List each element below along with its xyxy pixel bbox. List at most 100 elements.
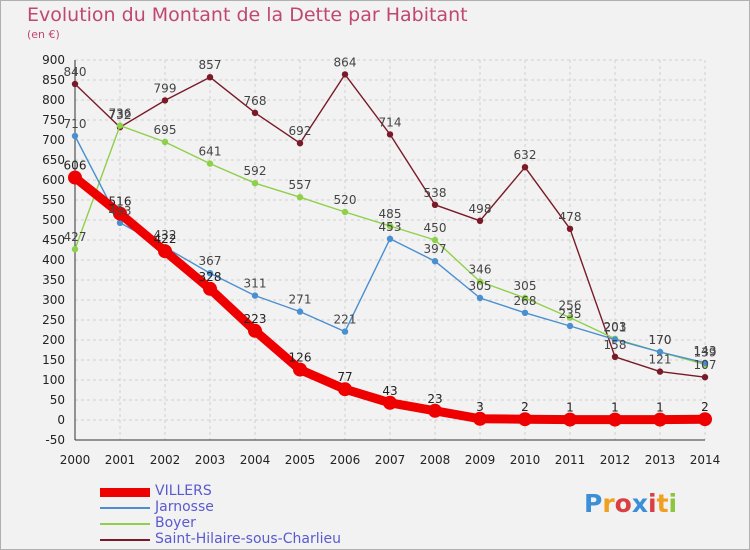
data-label: 107 — [694, 358, 717, 372]
legend-label: Jarnosse — [155, 499, 214, 515]
y-tick-label: 700 — [42, 133, 65, 147]
data-label: 710 — [64, 117, 87, 131]
data-point — [206, 74, 214, 81]
y-tick-label: 750 — [42, 113, 65, 127]
data-point — [206, 270, 214, 277]
series-lines — [68, 71, 712, 427]
chart-title: Evolution du Montant de la Dette par Hab… — [27, 4, 468, 26]
data-label: 139 — [694, 345, 717, 359]
legend-label: VILLERS — [155, 483, 212, 499]
data-point — [656, 368, 664, 375]
legend-swatch — [100, 523, 150, 525]
data-label: 450 — [424, 221, 447, 235]
data-label: 203 — [604, 320, 627, 334]
data-label: 432 — [154, 228, 177, 242]
data-label: 641 — [199, 145, 222, 159]
data-point — [296, 194, 304, 201]
y-tick-label: 850 — [42, 73, 65, 87]
data-label: 268 — [514, 294, 537, 308]
data-label: 328 — [199, 270, 222, 284]
data-label: 714 — [379, 115, 402, 129]
data-label: 857 — [199, 58, 222, 72]
data-point — [518, 412, 532, 427]
data-label: 158 — [604, 338, 627, 352]
data-label: 223 — [244, 312, 267, 326]
data-label: 427 — [64, 230, 87, 244]
data-label: 143 — [694, 344, 717, 358]
data-point — [653, 412, 667, 427]
logo-letter: r — [602, 489, 615, 518]
data-point — [701, 359, 709, 366]
legend-label: Saint-Hilaire-sous-Charlieu — [155, 531, 341, 547]
data-label: 235 — [559, 307, 582, 321]
y-tick-label: 650 — [42, 153, 65, 167]
x-tick-label: 2005 — [285, 453, 316, 467]
data-point — [113, 206, 127, 221]
legend-label: Boyer — [155, 515, 196, 531]
data-point — [71, 246, 79, 253]
data-point — [206, 160, 214, 167]
logo-letter: x — [631, 489, 648, 518]
data-label: 397 — [424, 242, 447, 256]
data-point — [251, 180, 259, 187]
y-tick-label: 450 — [42, 233, 65, 247]
data-point — [656, 348, 664, 356]
data-point — [296, 308, 304, 315]
data-point — [203, 281, 217, 296]
data-label: 305 — [469, 279, 492, 293]
y-tick-label: 500 — [42, 213, 65, 227]
data-label: 485 — [379, 207, 402, 221]
data-point — [341, 328, 349, 335]
data-label: 311 — [244, 277, 267, 291]
data-label: 768 — [244, 94, 267, 108]
data-point — [473, 411, 487, 426]
data-label: 864 — [334, 55, 357, 69]
data-point — [701, 374, 709, 381]
data-point — [296, 140, 304, 147]
data-label: 121 — [649, 353, 672, 367]
data-label: 732 — [109, 108, 132, 122]
data-point — [248, 323, 262, 338]
data-labels: 840 732 799 857 768 692 864 714 538 498 632 478 158 1… — [64, 55, 717, 414]
data-point — [476, 217, 484, 224]
data-label: 493 — [109, 204, 132, 218]
logo-letter: t — [656, 489, 669, 518]
legend-swatch — [100, 539, 150, 541]
data-label: 695 — [154, 123, 177, 137]
data-point — [71, 80, 79, 88]
data-label: 305 — [514, 279, 537, 293]
y-tick-label: 100 — [42, 373, 65, 387]
y-tick-label: 50 — [50, 393, 65, 407]
x-tick-label: 2013 — [645, 453, 676, 467]
data-label: 271 — [289, 293, 312, 307]
y-tick-label: 150 — [42, 353, 65, 367]
legend-swatch — [100, 507, 150, 509]
data-label: 2 — [521, 400, 529, 414]
proxiti-logo: Proxiti — [584, 489, 677, 518]
logo-letter: i — [648, 489, 657, 518]
data-label: 126 — [289, 351, 312, 365]
data-label: 632 — [514, 148, 537, 162]
x-tick-label: 2014 — [690, 453, 721, 467]
data-label: 170 — [649, 333, 672, 347]
data-label: 422 — [154, 232, 177, 246]
y-tick-label: 250 — [42, 313, 65, 327]
data-label: 221 — [334, 313, 357, 327]
data-point — [698, 412, 712, 427]
data-point — [386, 235, 394, 242]
data-point — [611, 336, 619, 343]
data-label: 606 — [64, 159, 87, 173]
data-point — [338, 382, 352, 397]
data-point — [431, 236, 439, 244]
data-label: 3 — [476, 400, 484, 414]
data-point — [341, 71, 349, 78]
data-point — [608, 412, 622, 427]
data-point — [431, 201, 439, 208]
data-label: 1 — [656, 401, 664, 415]
data-point — [386, 222, 394, 230]
data-label: 2 — [701, 400, 709, 414]
x-tick-label: 2006 — [330, 453, 361, 467]
data-label: 520 — [334, 193, 357, 207]
data-point — [158, 244, 172, 259]
data-point — [251, 292, 259, 299]
